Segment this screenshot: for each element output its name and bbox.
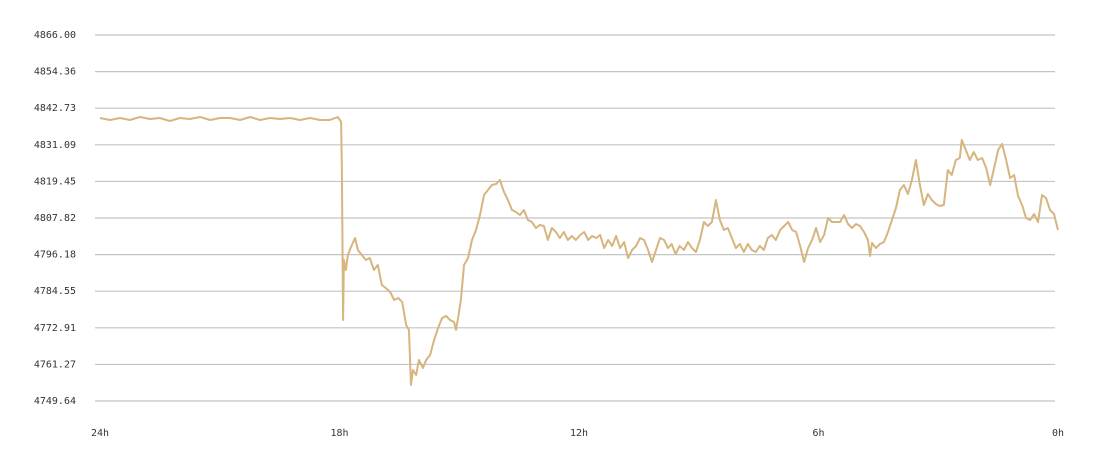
- y-tick-label: 4784.55: [34, 286, 76, 297]
- x-tick-label: 12h: [570, 428, 588, 439]
- x-tick-label: 24h: [91, 428, 109, 439]
- y-tick-label: 4831.09: [34, 140, 76, 151]
- x-tick-label: 18h: [330, 428, 348, 439]
- price-line: [99, 116, 1059, 386]
- x-tick-label: 0h: [1052, 428, 1064, 439]
- y-tick-label: 4866.00: [34, 30, 76, 41]
- y-tick-label: 4761.27: [34, 359, 76, 370]
- y-tick-label: 4796.18: [34, 250, 76, 261]
- y-tick-label: 4772.91: [34, 323, 76, 334]
- y-tick-label: 4807.82: [34, 213, 76, 224]
- x-tick-label: 6h: [812, 428, 824, 439]
- y-tick-label: 4819.45: [34, 176, 76, 187]
- y-tick-label: 4749.64: [34, 396, 76, 407]
- y-tick-label: 4842.73: [34, 103, 76, 114]
- y-tick-label: 4854.36: [34, 67, 76, 78]
